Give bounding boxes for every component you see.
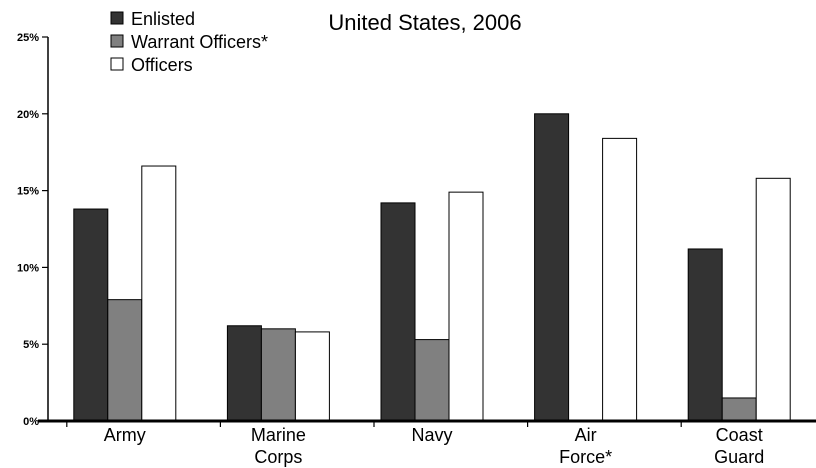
legend-swatch-warrant-officers xyxy=(110,34,124,48)
bar-officers-army xyxy=(141,165,177,422)
bar-officers-marine-corps xyxy=(294,331,330,422)
y-tick-label: 0% xyxy=(23,416,39,428)
chart-subtitle: United States, 2006 xyxy=(328,10,521,35)
legend-label-warrant-officers: Warrant Officers* xyxy=(131,32,268,52)
y-tick-label: 25% xyxy=(17,32,39,44)
y-tick-label: 15% xyxy=(17,186,39,198)
x-category-label: Coast Guard xyxy=(714,425,764,467)
bar-warrant-officers-coast-guard xyxy=(721,397,757,422)
x-axis: Army Marine Corps Navy Air Force* Coast Guard xyxy=(66,421,764,467)
bar-enlisted-coast-guard xyxy=(687,248,723,422)
legend-label-officers: Officers xyxy=(131,55,193,75)
legend-swatch-officers xyxy=(110,57,124,71)
x-category-label: Navy xyxy=(411,425,452,445)
y-tick-label: 5% xyxy=(23,339,39,351)
bar-enlisted-army xyxy=(73,208,109,422)
x-category-label: Marine Corps xyxy=(251,425,306,467)
bar-enlisted-marine-corps xyxy=(226,325,262,422)
y-axis: 0% 5% 10% 15% 20% 25% xyxy=(17,32,49,428)
x-category-label: Air Force* xyxy=(559,425,612,467)
bar-warrant-officers-army xyxy=(107,299,143,422)
bar-officers-coast-guard xyxy=(755,177,791,422)
bars xyxy=(73,113,791,422)
bar-officers-navy xyxy=(448,191,484,422)
x-category-label: Army xyxy=(104,425,146,445)
bar-warrant-officers-marine-corps xyxy=(260,328,296,422)
y-tick-label: 10% xyxy=(17,262,39,274)
bar-enlisted-navy xyxy=(380,202,416,422)
legend-label-enlisted: Enlisted xyxy=(131,9,195,29)
bar-enlisted-air-force xyxy=(534,113,570,422)
bar-officers-air-force xyxy=(602,137,638,422)
y-tick-label: 20% xyxy=(17,109,39,121)
legend-swatch-enlisted xyxy=(110,11,124,25)
legend: Enlisted Warrant Officers* Officers xyxy=(110,9,268,75)
bar-warrant-officers-navy xyxy=(414,339,450,422)
